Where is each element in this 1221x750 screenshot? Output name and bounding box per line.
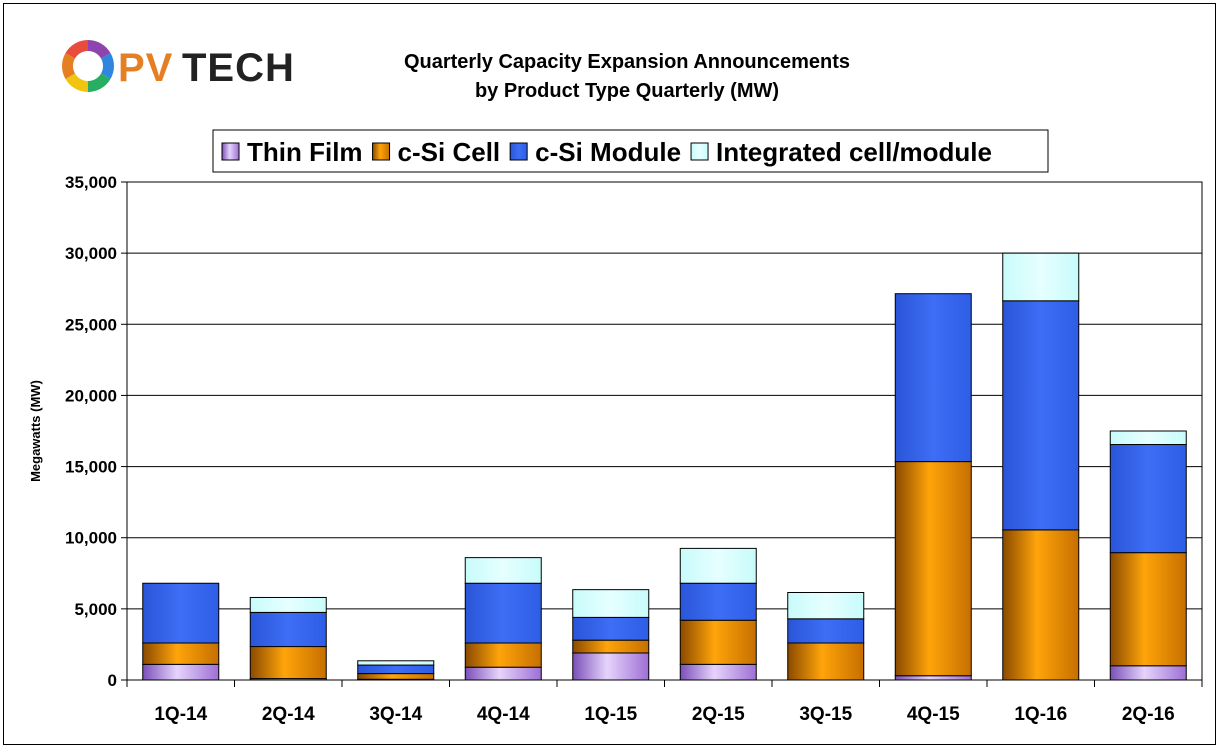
bar-segment [572,589,650,618]
bar-segment [357,660,435,666]
bar-segment [787,591,865,620]
bar-segment [894,675,972,681]
legend-swatch [221,142,240,161]
bar-segment [679,663,757,681]
y-tick-label: 10,000 [65,529,117,548]
bar-segment [1109,665,1187,681]
bar-segment [357,664,435,675]
bar-segment [572,652,650,681]
y-tick-label: 25,000 [65,315,117,334]
legend-swatch [372,142,391,161]
bar-segment [142,663,220,681]
y-tick-label: 30,000 [65,244,117,263]
x-category-label: 3Q-14 [369,704,422,725]
bar-segment [787,618,865,644]
bar-segment [894,461,972,677]
bar-segment [572,639,650,654]
bar-segment [1002,252,1080,302]
bar-segment [787,642,865,681]
legend-label: c-Si Module [535,137,681,167]
y-tick-label: 5,000 [74,600,117,619]
bar-segment [1109,444,1187,554]
bar-segment [249,646,327,680]
bar-segment [1002,529,1080,681]
legend-label: Thin Film [247,137,363,167]
logo-tech: TECH [182,46,295,90]
logo-ring-icon [62,40,114,92]
y-axis-title: Megawatts (MW) [28,380,43,482]
bar-segment [464,582,542,644]
bar-segment [572,616,650,641]
bar-segment [1109,552,1187,667]
bar-segment [249,611,327,648]
bar-segment [357,673,435,680]
bar-segment [464,557,542,584]
y-tick-label: 0 [108,671,117,690]
bar-segment [679,582,757,621]
chart-title: Quarterly Capacity Expansion Announcemen… [404,51,850,73]
legend: Thin Film c-Si Cell c-Si Module Integrated … [212,129,1049,173]
legend-swatch [690,142,709,161]
legend-box [212,129,1049,173]
bar-segment [464,666,542,681]
bar-segment [1002,300,1080,531]
bar-segment [249,596,327,613]
pvtech-logo: PV TECH [62,40,295,92]
x-category-label: 4Q-14 [477,704,530,725]
bar-segment [679,547,757,584]
bar-segment [464,642,542,668]
y-tick-label: 35,000 [65,173,117,192]
legend-label: Integrated cell/module [716,137,992,167]
bar-segment [894,293,972,463]
y-tick-label: 20,000 [65,386,117,405]
x-category-label: 4Q-15 [907,704,960,725]
chart-subtitle: by Product Type Quarterly (MW) [475,80,779,102]
x-category-label: 3Q-15 [799,704,852,725]
bars [142,252,1187,681]
y-tick-label: 15,000 [65,458,117,477]
x-category-label: 1Q-15 [584,704,637,725]
bar-segment [679,619,757,665]
bar-segment [1109,430,1187,446]
logo-pv: PV [118,46,173,90]
x-category-label: 2Q-16 [1122,704,1175,725]
x-category-label: 1Q-16 [1014,704,1067,725]
x-category-label: 2Q-14 [262,704,315,725]
y-axis: 0 5,000 10,000 15,000 20,000 25,000 30,000 35,0… [65,173,127,690]
x-axis: 1Q-14 2Q-14 3Q-14 4Q-14 1Q-15 2Q-15 3Q-15 4Q-15… [126,680,1203,725]
legend-label: c-Si Cell [398,137,501,167]
x-category-label: 2Q-15 [692,704,745,725]
x-category-label: 1Q-14 [154,704,207,725]
bar-segment [142,582,220,644]
legend-swatch [509,142,528,161]
bar-segment [142,642,220,665]
